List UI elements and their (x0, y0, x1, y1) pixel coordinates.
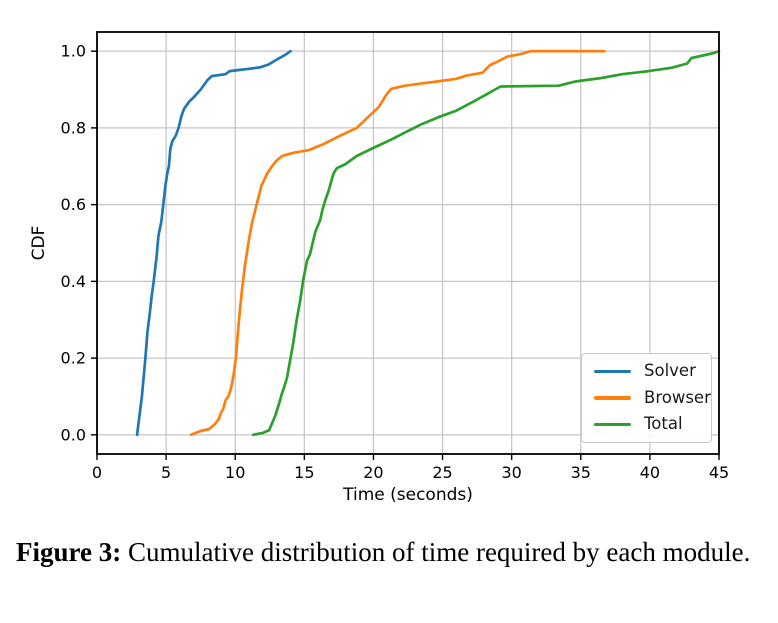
y-axis-label: CDF (29, 226, 49, 261)
tick-layer: 0 5 10 15 20 25 30 35 40 45 0.0 0.2 0.4 0.6 0.8 1.0 (61, 42, 730, 482)
y-tick-label: 0.6 (61, 195, 86, 214)
x-tick-label: 15 (294, 463, 314, 482)
legend-swatch-total (594, 422, 631, 427)
legend-label-browser: Browser (644, 387, 711, 407)
x-tick-label: 20 (363, 463, 383, 482)
caption-label: Figure 3: (16, 537, 122, 567)
x-tick-label: 45 (709, 463, 729, 482)
x-tick-label: 40 (640, 463, 660, 482)
y-tick-label: 0.8 (61, 118, 86, 137)
legend-item-total: Total (594, 412, 707, 438)
x-tick-label: 0 (92, 463, 102, 482)
x-tick-label: 5 (161, 463, 171, 482)
y-tick-label: 1.0 (61, 42, 86, 61)
legend-label-solver: Solver (644, 361, 696, 381)
x-tick-label: 35 (571, 463, 591, 482)
legend: Solver Browser Total (581, 353, 712, 443)
x-tick-label: 25 (432, 463, 452, 482)
legend-swatch-browser (594, 396, 631, 400)
x-axis-label: Time (seconds) (342, 485, 473, 505)
browser-line (189, 49, 606, 437)
y-tick-label: 0.2 (61, 349, 86, 368)
x-tick-label: 10 (225, 463, 245, 482)
y-tick-label: 0.0 (61, 425, 86, 444)
legend-swatch-solver (594, 369, 631, 374)
series-layer (135, 49, 721, 437)
legend-item-browser: Browser (594, 385, 711, 411)
legend-label-total: Total (644, 414, 683, 434)
total-line (251, 49, 721, 437)
solver-line (135, 49, 292, 437)
cdf-chart: 0 5 10 15 20 25 30 35 40 45 0.0 0.2 0.4 0.6 0.8 1.0 Tim… (29, 31, 730, 505)
caption-text: Cumulative distribution of time required… (127, 537, 751, 567)
figure-caption: Figure 3: Cumulative distribution of tim… (16, 533, 764, 571)
x-tick-label: 30 (501, 463, 521, 482)
grid-layer (96, 32, 720, 454)
plot-border (96, 31, 720, 455)
legend-item-solver: Solver (594, 359, 707, 385)
y-tick-label: 0.4 (61, 272, 86, 291)
